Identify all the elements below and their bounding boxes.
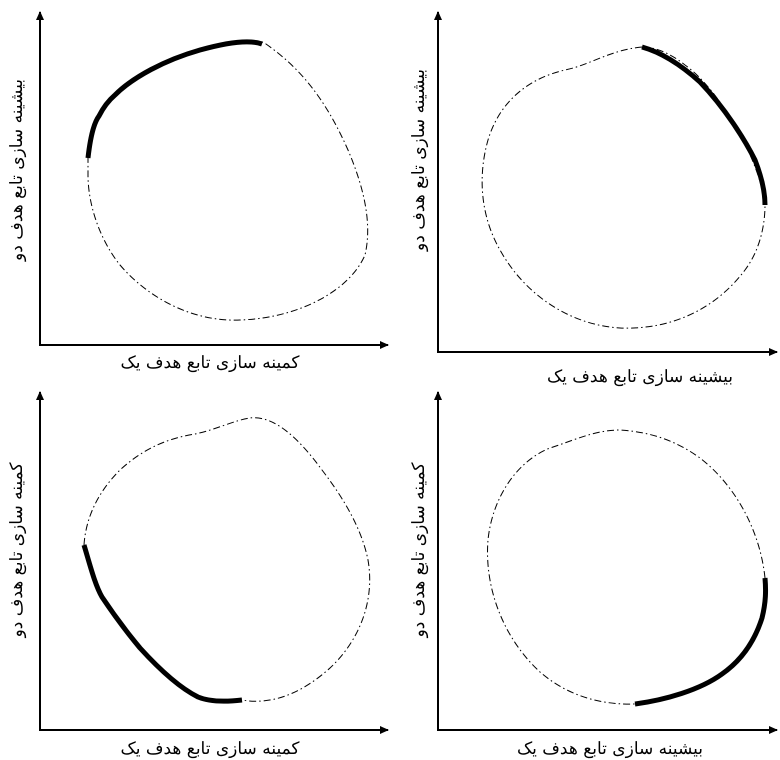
x-axis-label: بیشینه سازی تابع هدف یک [547, 367, 733, 387]
feasible-region-boundary [481, 46, 766, 329]
pareto-front [641, 44, 768, 206]
pareto-front [81, 544, 243, 704]
panel-bottom-right: کمینه سازی تابع هدف دو بیشینه سازی تابع … [409, 391, 778, 759]
feasible-region-boundary [487, 429, 766, 705]
feasible-region-boundary [83, 417, 371, 702]
pareto-front [634, 577, 769, 707]
panel-bottom-left: کمینه سازی تابع هدف دو کمینه سازی تابع ه… [7, 391, 389, 759]
x-axis-label: کمینه سازی تابع هدف یک [121, 353, 301, 373]
y-axis-label: کمینه سازی تابع هدف دو [409, 462, 429, 639]
panel-top-right: بیشینه سازی تابع هدف دو بیشینه سازی تابع… [409, 11, 778, 387]
panel-top-left: بیشینه سازی تابع هدف دو کمینه سازی تابع … [7, 11, 389, 373]
y-axis-label: کمینه سازی تابع هدف دو [7, 462, 27, 639]
feasible-region-boundary [87, 39, 369, 321]
y-axis-label: بیشینه سازی تابع هدف دو [7, 79, 27, 262]
y-axis-label: بیشینه سازی تابع هدف دو [409, 69, 429, 252]
x-axis-label: بیشینه سازی تابع هدف یک [517, 739, 703, 759]
x-axis-label: کمینه سازی تابع هدف یک [121, 739, 301, 759]
pareto-front [85, 39, 263, 159]
